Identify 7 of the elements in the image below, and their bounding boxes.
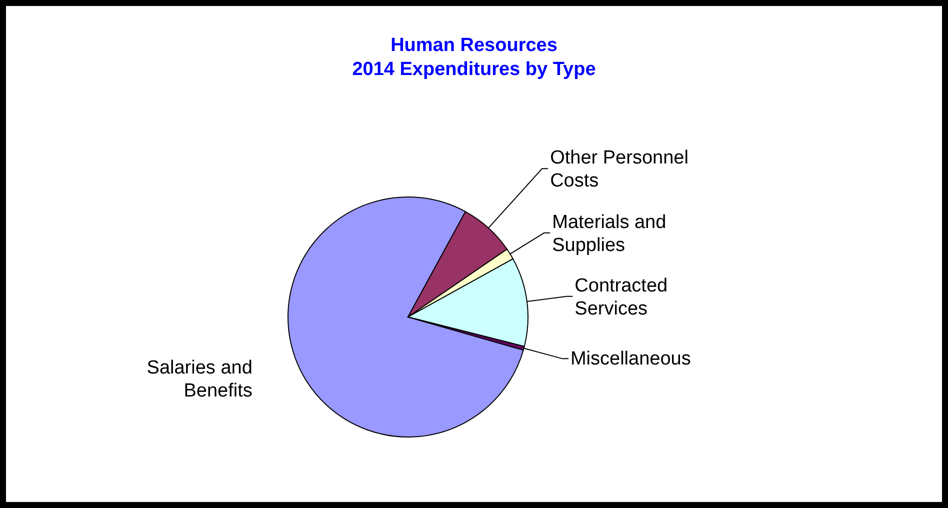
chart-subtitle: 2014 Expenditures by Type bbox=[351, 58, 597, 82]
chart-title: Human Resources bbox=[390, 34, 558, 58]
slice-label: Contracted Services bbox=[574, 275, 668, 320]
slice-label: Miscellaneous bbox=[570, 348, 691, 370]
slice-label: Other Personnel Costs bbox=[550, 148, 688, 192]
slice-label: Materials and Supplies bbox=[552, 212, 666, 256]
slice-label: Salaries and Benefits bbox=[146, 358, 252, 402]
